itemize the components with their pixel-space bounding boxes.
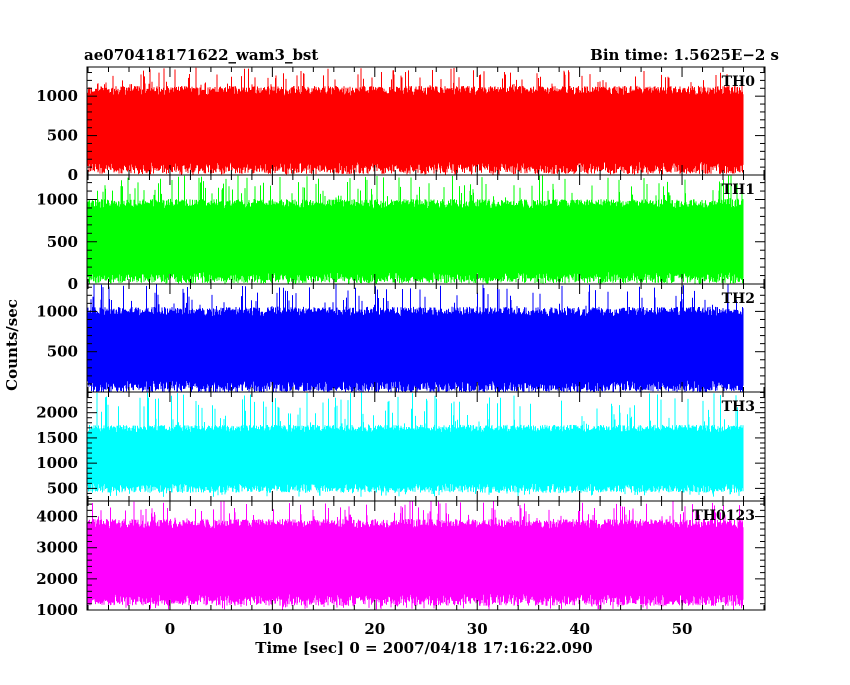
- y-tick-label: 2000: [36, 570, 78, 588]
- y-tick-label: 500: [47, 479, 78, 497]
- series-th0123-trace: [87, 501, 744, 610]
- x-tick-label: 40: [569, 620, 590, 638]
- series-label-th0123: TH0123: [692, 508, 755, 524]
- series-th0-trace: [87, 67, 744, 175]
- y-tick-label: 500: [47, 233, 78, 251]
- y-tick-label: 3000: [36, 539, 78, 557]
- panel-th0: 0 500 1000 TH0: [36, 66, 766, 184]
- panel-th0123: 1000 2000 3000 4000 TH0123: [36, 500, 766, 619]
- x-axis-label: Time [sec] 0 = 2007/04/18 17:16:22.090: [255, 639, 592, 657]
- y-tick-label: 4000: [36, 508, 78, 526]
- x-tick-label: 20: [364, 620, 385, 638]
- x-tick-label: 0: [165, 620, 175, 638]
- series-label-th2: TH2: [722, 291, 755, 307]
- x-tick-label: 30: [467, 620, 488, 638]
- y-tick-label: 2000: [36, 404, 78, 422]
- x-tick-label: 10: [262, 620, 283, 638]
- y-tick-label: 1000: [36, 191, 78, 209]
- y-tick-label: 1000: [36, 454, 78, 472]
- x-tick-label: 50: [672, 620, 693, 638]
- series-label-th0: TH0: [722, 74, 756, 90]
- y-tick-label: 500: [47, 343, 78, 361]
- panel-th2: 500 1000 TH2: [36, 283, 766, 393]
- bin-time-label: Bin time: 1.5625E−2 s: [590, 46, 779, 64]
- series-th3-trace: [87, 392, 744, 497]
- y-tick-label: 0: [68, 166, 78, 184]
- panel-frame: [86, 500, 766, 611]
- chart-title: ae070418171622_wam3_bst: [84, 46, 318, 64]
- y-tick-label: 500: [47, 127, 78, 145]
- y-tick-label: 0: [68, 275, 78, 293]
- y-tick-label: 1000: [36, 601, 78, 619]
- panels: 05001000TH005001000TH15001000TH250010001…: [36, 66, 766, 638]
- panel-th1: 0 500 1000 TH1: [36, 174, 766, 293]
- y-tick-label: 1500: [36, 429, 78, 447]
- y-axis-label: Counts/sec: [3, 299, 21, 391]
- series-label-th3: TH3: [722, 399, 755, 415]
- panel-th3: 500 1000 1500 2000 TH3: [36, 391, 766, 502]
- series-label-th1: TH1: [722, 182, 755, 198]
- series-th2-trace: [87, 284, 744, 392]
- series-th1-trace: [87, 175, 744, 284]
- y-tick-label: 1000: [36, 87, 78, 105]
- y-tick-label: 1000: [36, 302, 78, 320]
